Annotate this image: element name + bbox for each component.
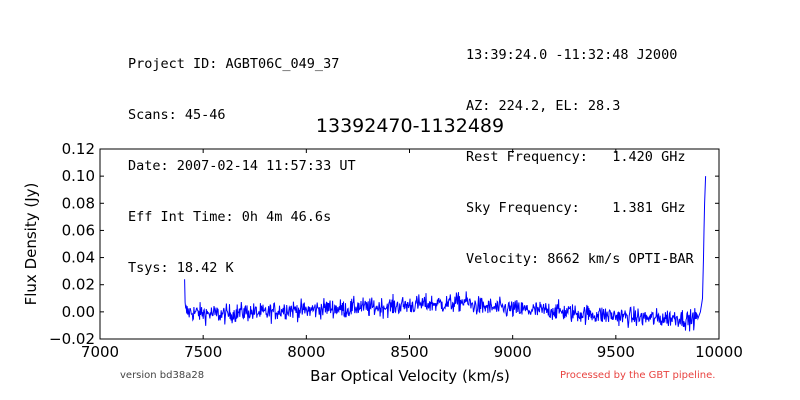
scans-text: Scans: 45-46 <box>128 107 226 123</box>
az-el-text: AZ: 224.2, EL: 28.3 <box>466 98 621 114</box>
x-tick-label: 8000 <box>287 343 325 361</box>
y-tick-label: 0.02 <box>62 276 95 294</box>
x-axis-label: Bar Optical Velocity (km/s) <box>310 367 510 385</box>
sky-frequency-text: Sky Frequency: 1.381 GHz <box>466 200 686 216</box>
date-text: Date: 2007-02-14 11:57:33 UT <box>128 158 356 174</box>
x-tick-label: 10000 <box>695 343 743 361</box>
pipeline-note: Processed by the GBT pipeline. <box>560 370 716 381</box>
plot-frame <box>99 148 720 340</box>
integration-time-text: Eff Int Time: 0h 4m 46.6s <box>128 209 332 225</box>
coordinates-text: 13:39:24.0 -11:32:48 J2000 <box>466 47 678 63</box>
y-tick-label: 0.08 <box>62 194 95 212</box>
x-tick-label: 7000 <box>81 343 119 361</box>
x-tick-label: 7500 <box>184 343 222 361</box>
y-tick-label: 0.04 <box>62 249 95 267</box>
y-tick-label: 0.06 <box>62 221 95 239</box>
version-text: version bd38a28 <box>120 370 205 381</box>
y-tick-label: −0.02 <box>49 330 95 348</box>
spectrum-line <box>184 176 707 332</box>
x-tick-label: 8500 <box>390 343 428 361</box>
project-id-text: Project ID: AGBT06C_049_37 <box>128 56 340 72</box>
y-axis-label: Flux Density (Jy) <box>22 182 40 306</box>
tsys-text: Tsys: 18.42 K <box>128 260 234 276</box>
y-tick-label: 0.10 <box>62 167 95 185</box>
velocity-text: Velocity: 8662 km/s OPTI-BAR <box>466 251 694 267</box>
x-tick-label: 9500 <box>597 343 635 361</box>
observation-info-right: 13:39:24.0 -11:32:48 J2000 AZ: 224.2, EL… <box>466 13 694 285</box>
x-tick-label: 9000 <box>494 343 532 361</box>
chart-title: 13392470-1132489 <box>315 115 505 137</box>
rest-frequency-text: Rest Frequency: 1.420 GHz <box>466 149 686 165</box>
y-tick-label: 0.00 <box>62 303 95 321</box>
y-tick-label: 0.12 <box>62 140 95 158</box>
observation-info-left: Project ID: AGBT06C_049_37 Scans: 45-46 … <box>128 22 356 294</box>
